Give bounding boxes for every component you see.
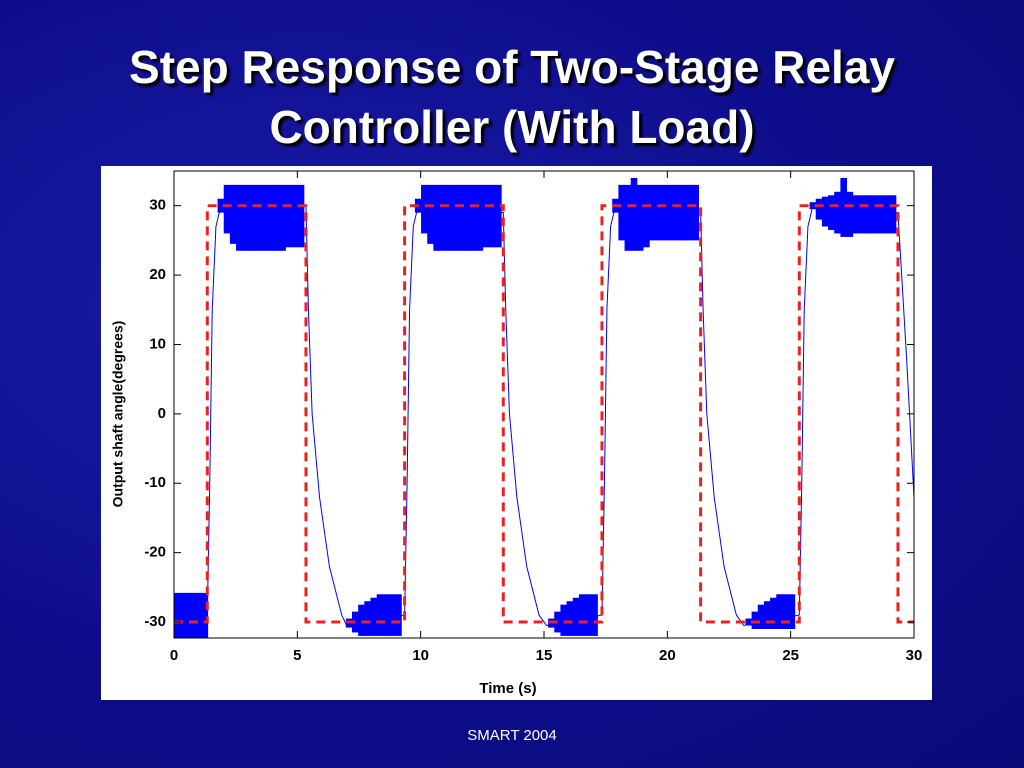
oscillation-band [858,195,866,234]
oscillation-band [591,594,598,636]
oscillation-band [495,184,502,248]
oscillation-band [421,184,428,234]
oscillation-band [266,184,274,251]
oscillation-band [770,597,777,629]
oscillation-band [488,184,496,248]
oscillation-band [757,604,765,629]
oscillation-band [846,191,854,237]
oscillation-band [189,592,196,638]
oscillation-band [470,184,477,251]
oscillation-band [673,184,681,241]
oscillation-band [364,601,371,636]
oscillation-band [395,594,402,636]
oscillation-band [279,184,286,251]
y-tick-label: 0 [158,405,166,422]
oscillation-band [285,184,292,248]
oscillation-band [578,594,586,636]
oscillation-band [439,184,447,251]
x-tick-label: 20 [659,647,676,664]
y-tick-label: -30 [144,613,166,630]
oscillation-band [840,177,847,237]
oscillation-band [686,184,693,241]
oscillation-band [871,195,878,234]
x-axis-label: Time (s) [479,680,536,697]
oscillation-band [248,184,255,251]
x-tick-label: 10 [412,647,429,664]
oscillation-band [667,184,675,241]
oscillation-band [751,611,759,629]
oscillation-band [242,184,249,251]
oscillation-band [382,594,390,636]
oscillation-band [176,592,184,638]
slide-title: Step Response of Two-Stage Relay [129,41,895,93]
oscillation-band [782,594,790,629]
oscillation-band [649,184,656,241]
oscillation-band [865,195,872,234]
oscillation-band [763,601,771,629]
oscillation-band [776,594,783,629]
oscillation-band [229,184,237,244]
oscillation-band [451,184,459,251]
oscillation-band [655,184,662,241]
oscillation-band [815,198,823,220]
oscillation-band [254,184,262,251]
oscillation-band [273,184,280,251]
oscillation-band [821,196,829,227]
oscillation-band [195,592,202,638]
x-tick-label: 15 [536,647,553,664]
oscillation-band [618,184,625,241]
x-tick-label: 25 [782,647,799,664]
oscillation-band [476,184,484,251]
oscillation-band [636,184,644,251]
oscillation-band [260,184,268,251]
oscillation-band [458,184,465,251]
oscillation-band [630,177,638,251]
oscillation-band [566,601,574,636]
oscillation-band [877,195,884,234]
oscillation-band [389,594,396,636]
oscillation-band [236,184,243,251]
oscillation-band [883,195,891,234]
oscillation-band [291,184,299,248]
oscillation-band [745,618,753,626]
oscillation-band [376,594,384,636]
oscillation-band [680,184,687,241]
oscillation-band [889,195,897,234]
x-tick-label: 5 [293,647,301,664]
y-tick-label: -10 [144,474,166,491]
oscillation-band [852,195,860,234]
oscillation-band [427,184,434,244]
x-tick-label: 0 [170,647,178,664]
oscillation-band [572,597,580,636]
plot-area [174,177,914,638]
oscillation-band [445,184,453,251]
oscillation-band [661,184,669,241]
oscillation-band [788,594,796,629]
oscillation-band [828,195,835,230]
y-tick-label: 30 [149,197,166,214]
oscillation-band [370,597,378,636]
oscillation-band [223,184,231,234]
oscillation-band [433,184,440,251]
oscillation-band [358,604,365,636]
oscillation-band [297,184,305,248]
oscillation-band [643,184,650,248]
y-axis-label: Output shaft angle(degrees) [110,321,126,508]
oscillation-band [834,191,841,234]
x-tick-label: 30 [906,647,923,664]
series-line [174,204,914,624]
footer: SMART 2004 [467,727,557,744]
oscillation-band [464,184,471,251]
oscillation-band [183,592,190,638]
oscillation-band [560,604,568,636]
chart: Time (s) Output shaft angle(degrees) 30 2… [101,166,932,700]
oscillation-band [624,184,632,251]
y-tick-label: 20 [149,266,166,283]
y-tick-label: -20 [144,544,166,561]
oscillation-band [482,184,490,248]
slide-title: Controller (With Load) [269,101,755,153]
y-tick-label: 10 [149,335,166,352]
oscillation-band [585,594,592,636]
